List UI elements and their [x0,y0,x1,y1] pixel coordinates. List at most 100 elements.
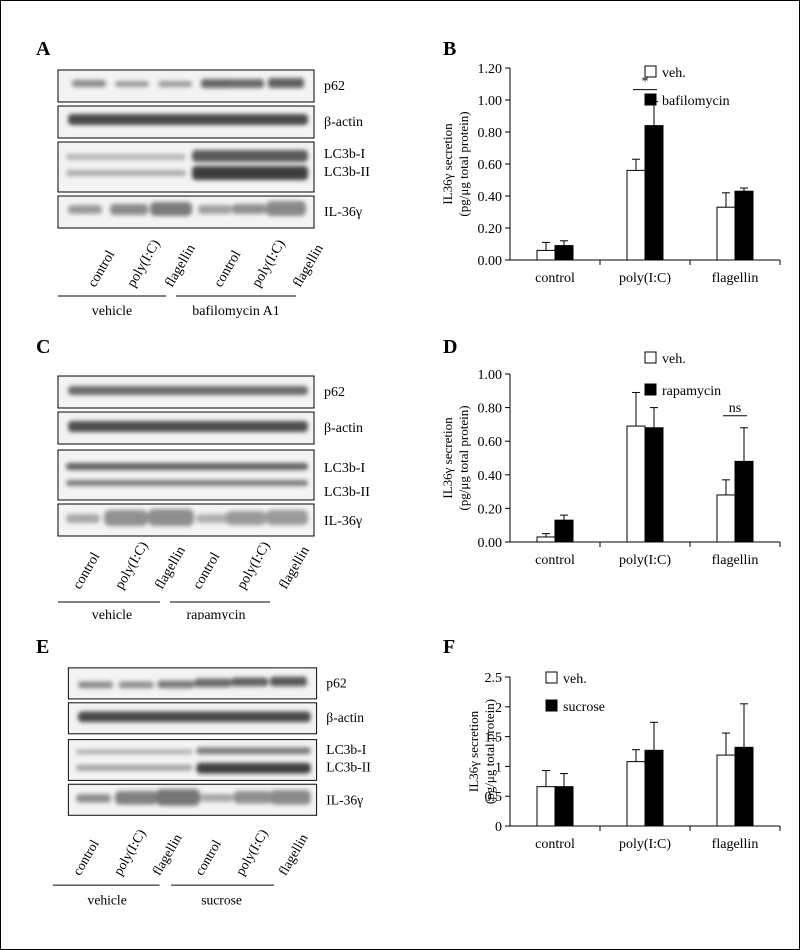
bar [626,425,646,543]
bar [644,125,664,261]
blot-band [110,204,148,215]
y-tick-label: 0.40 [478,190,503,205]
blot-band [76,749,193,755]
blot-strip-lc3b [57,449,315,501]
blot-band [230,79,264,88]
blot-band [118,681,154,689]
y-tick-label: 0.20 [478,222,503,237]
bar [536,249,556,261]
bar [626,169,646,261]
blot-band [66,480,308,486]
blot-band [226,511,266,525]
blot-row-label-lc3b-i: LC3b-I [324,461,366,476]
blot-band [150,202,192,216]
blot-band [76,764,193,771]
legend-label: rapamycin [662,384,721,399]
blot-row-label-lc3b-ii: LC3b-II [326,760,371,775]
bar [716,494,736,543]
group-label: vehicle [92,608,132,620]
y-axis-label: (pg/μg total protein) [482,699,497,804]
y-tick-label: 0.80 [478,402,503,417]
x-tick-label: flagellin [712,837,759,852]
blot-band [268,78,304,88]
blot-row-label-lc3b-ii: LC3b-II [324,485,370,500]
y-tick-label: 0.60 [478,158,503,173]
x-tick-label: flagellin [712,271,759,286]
blot-band [66,514,100,523]
blot-band [266,201,306,216]
y-tick-label: 1.00 [478,368,503,383]
blot-band [158,81,192,87]
legend-swatch [644,65,657,78]
blot-band [266,510,308,525]
blot-row-label-beta-actin: β-actin [324,421,363,436]
group-label: rapamycin [186,608,245,620]
legend-label: veh. [563,672,587,687]
blot-row-label-lc3b-ii: LC3b-II [324,165,370,180]
x-tick-label: poly(I:C) [619,837,671,852]
bar [554,519,574,543]
panel-letter-a: A [36,38,51,60]
y-axis-label: IL36γ secretion [440,123,455,205]
bar [554,245,574,261]
panel-letter-e: E [36,636,50,658]
blot-band [148,509,194,526]
bar [554,786,574,827]
group-label: vehicle [92,304,132,319]
y-tick-label: 1.00 [478,94,503,109]
blot-band [270,790,311,805]
y-tick-label: 0 [495,820,502,835]
western-blot-c: p62 β-actin LC3b-I LC3b-II IL-36γ contro… [57,375,370,620]
y-tick-label: 0.40 [478,469,503,484]
blot-band [198,205,232,214]
blot-band [196,514,230,523]
blot-row-label-p62: p62 [326,675,347,690]
x-tick-label: control [535,837,575,852]
blot-band [66,463,308,470]
bar [716,754,736,827]
y-tick-label: 1.5 [485,731,503,746]
blot-band [104,510,148,526]
blot-band [155,789,201,806]
y-tick-label: 0.00 [478,254,503,269]
blot-band [68,386,308,395]
x-tick-label: control [535,553,575,568]
group-label: vehicle [88,892,127,907]
blot-row-label-il36: IL-36γ [326,793,363,808]
panel-letter-f: F [443,636,456,658]
legend-label: veh. [662,66,686,81]
legend-label: bafilomycin [662,94,730,109]
legend-label: sucrose [563,700,605,715]
group-label: sucrose [201,892,242,907]
group-label: bafilomycin A1 [192,304,280,319]
western-blot-e: p62 β-actin LC3b-I LC3b-II IL-36γ contro… [52,667,371,907]
blot-band [68,114,308,125]
blot-band [192,166,308,180]
western-blot-a: p62 β-actin LC3b-I LC3b-II IL-36γ contro… [57,69,370,319]
x-tick-label: poly(I:C) [619,553,671,568]
blot-band [114,791,158,805]
legend-swatch [644,93,657,106]
blot-row-label-il36: IL-36γ [324,514,362,529]
blot-row-label-lc3b-i: LC3b-I [326,742,366,757]
blot-row-label-p62: p62 [324,79,345,94]
legend-swatch [644,383,657,396]
blot-row-label-lc3b-i: LC3b-I [324,147,366,162]
bar [644,749,664,827]
y-tick-label: 0.60 [478,435,503,450]
blot-row-label-beta-actin: β-actin [326,710,364,725]
bar [716,206,736,261]
blot-row-label-il36: IL-36γ [324,205,362,220]
significance-label: * [642,75,649,90]
y-tick-label: 0.5 [485,790,503,805]
y-tick-label: 0.20 [478,502,503,517]
blot-band [231,677,269,687]
y-tick-label: 0.80 [478,126,503,141]
blot-band [233,791,272,804]
blot-band [192,150,308,162]
x-tick-label: flagellin [712,553,759,568]
blot-band [68,421,308,432]
blot-band [194,678,232,688]
blot-band [115,81,149,87]
